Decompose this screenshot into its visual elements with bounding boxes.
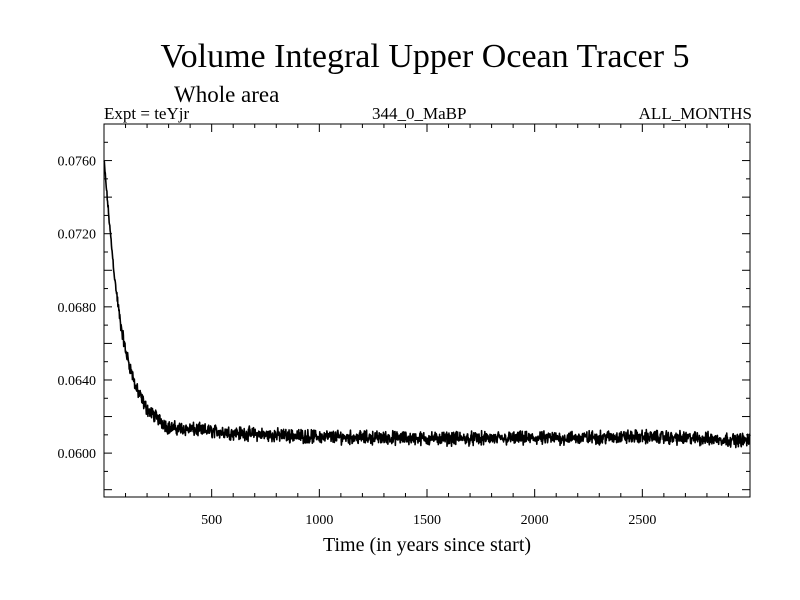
months-label: ALL_MONTHS — [638, 104, 752, 123]
x-axis-title: Time (in years since start) — [323, 534, 531, 556]
y-tick-labels: 0.0600 0.0640 0.0680 0.0720 0.0760 — [58, 155, 97, 463]
series-line — [103, 160, 751, 449]
y-tick-label: 0.0680 — [58, 301, 97, 316]
y-tick-label: 0.0720 — [58, 228, 97, 243]
experiment-label: Expt = teYjr — [104, 104, 190, 123]
x-tick-label: 500 — [201, 513, 222, 528]
y-tick-label: 0.0760 — [58, 155, 97, 170]
x-tick-label: 2500 — [628, 513, 656, 528]
chart-title: Volume Integral Upper Ocean Tracer 5 — [160, 38, 690, 75]
x-tick-label: 1500 — [413, 513, 441, 528]
chart-subtitle: Whole area — [174, 82, 280, 107]
y-tick-label: 0.0640 — [58, 374, 97, 389]
period-label: 344_0_MaBP — [372, 104, 467, 123]
axis-ticks — [104, 124, 750, 497]
y-tick-label: 0.0600 — [58, 447, 97, 462]
x-tick-labels: 500 1000 1500 2000 2500 — [201, 513, 656, 528]
x-tick-label: 2000 — [521, 513, 549, 528]
x-tick-label: 1000 — [305, 513, 333, 528]
